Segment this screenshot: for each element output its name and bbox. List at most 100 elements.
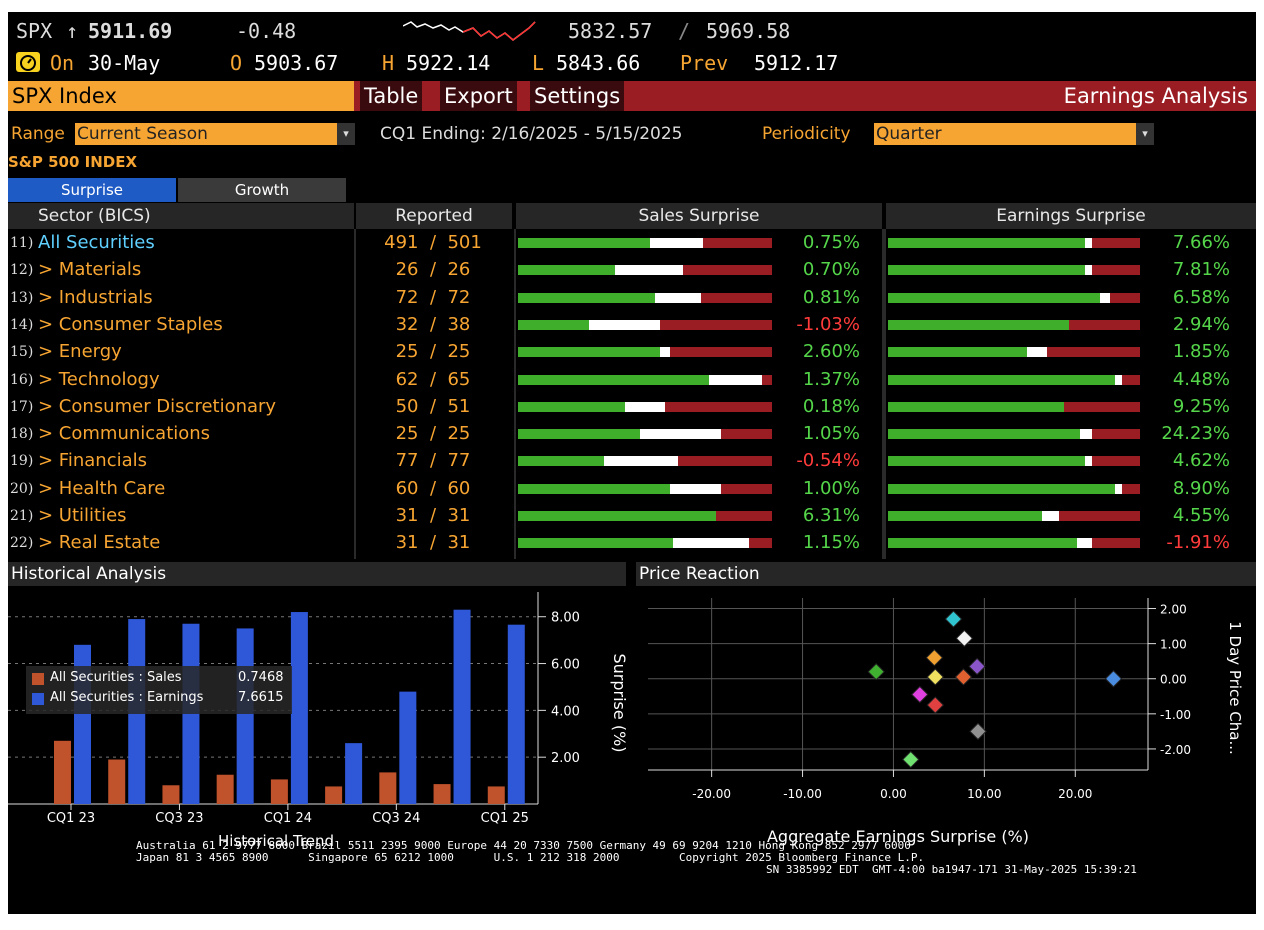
sector-name[interactable]: > Health Care xyxy=(38,477,166,499)
sales-surprise-bar xyxy=(518,456,772,467)
table-row[interactable]: 18) > Communications 25 / 25 1.05% 24.23% xyxy=(8,420,1256,447)
sector-name[interactable]: > Financials xyxy=(38,450,148,472)
table-row[interactable]: 15) > Energy 25 / 25 2.60% 1.85% xyxy=(8,338,1256,365)
table-row[interactable]: 11) All Securities 491 / 501 0.75% 7.66% xyxy=(8,229,1256,256)
scatter-point[interactable] xyxy=(968,657,986,676)
scatter-point[interactable] xyxy=(926,668,944,686)
sales-surprise-bar xyxy=(518,347,772,358)
clock-icon[interactable] xyxy=(16,52,40,72)
y-tick-label: 6.00 xyxy=(551,658,580,673)
prev-label: Prev xyxy=(680,51,729,75)
sales-surprise-bar-fill xyxy=(518,319,590,330)
sector-name[interactable]: > Utilities xyxy=(38,505,127,526)
earnings-surprise-bar-fill xyxy=(888,265,1085,276)
sector-name[interactable]: > Consumer Staples xyxy=(38,313,223,335)
sales-surprise-value: 1.00% xyxy=(802,477,860,499)
sector-name[interactable]: > Communications xyxy=(38,423,211,445)
bar-sales[interactable] xyxy=(325,786,343,804)
col-header-reported[interactable]: Reported xyxy=(356,203,512,229)
earnings-surprise-bar xyxy=(888,511,1140,521)
scatter-point[interactable] xyxy=(911,685,929,704)
sector-name[interactable]: > Energy xyxy=(38,341,122,363)
footer-session: SN 3385992 EDT GMT-4:00 ba1947-171 31-Ma… xyxy=(766,863,1137,876)
bar-sales[interactable] xyxy=(379,772,397,804)
sales-surprise-bar-fill xyxy=(518,374,709,385)
bar-sales[interactable] xyxy=(216,774,234,804)
bar-earnings[interactable] xyxy=(453,609,471,804)
sector-name[interactable]: All Securities xyxy=(38,232,155,253)
bar-earnings[interactable] xyxy=(507,624,525,804)
tab-surprise[interactable]: Surprise xyxy=(8,178,176,202)
y-tick-label: -2.00 xyxy=(1160,743,1191,757)
bar-sales[interactable] xyxy=(54,740,71,804)
table-row[interactable]: 12) > Materials 26 / 26 0.70% 7.81% xyxy=(8,256,1256,283)
sales-surprise-bar xyxy=(518,511,772,521)
scatter-point[interactable] xyxy=(902,750,920,769)
menu-table[interactable]: Table xyxy=(360,81,423,111)
table-row[interactable]: 21) > Utilities 31 / 31 6.31% 4.55% xyxy=(8,502,1256,529)
table-row[interactable]: 22) > Real Estate 31 / 31 1.15% -1.91% xyxy=(8,529,1256,556)
tab-growth[interactable]: Growth xyxy=(178,178,346,202)
sector-name[interactable]: > Industrials xyxy=(38,286,153,308)
scatter-point[interactable] xyxy=(954,668,973,686)
legend-swatch-sales xyxy=(32,673,44,685)
y-tick-label: 8.00 xyxy=(551,611,580,626)
periodicity-dropdown[interactable]: Quarter ▾ xyxy=(874,123,1154,145)
footer-contacts-1: Australia 61 2 9777 8600 Brazil 5511 239… xyxy=(136,839,911,852)
earnings-surprise-value: 7.81% xyxy=(1172,259,1230,281)
earnings-surprise-bar-fill xyxy=(888,483,1115,494)
bar-earnings[interactable] xyxy=(345,743,363,804)
table-row[interactable]: 17) > Consumer Discretionary 50 / 51 0.18% 9… xyxy=(8,393,1256,420)
sector-name[interactable]: > Technology xyxy=(38,368,160,390)
sector-name[interactable]: > Real Estate xyxy=(38,532,161,554)
range-high: 5969.58 xyxy=(706,19,791,43)
scatter-point[interactable] xyxy=(944,610,963,628)
y-tick-label: 4.00 xyxy=(551,704,580,719)
bar-sales[interactable] xyxy=(162,785,180,804)
last-price: 5911.69 xyxy=(88,19,173,43)
scatter-point[interactable] xyxy=(1104,670,1123,688)
sector-name[interactable]: > Materials xyxy=(38,259,142,281)
earnings-surprise-value: -1.91% xyxy=(1166,532,1230,554)
chevron-down-icon[interactable]: ▾ xyxy=(1136,123,1154,145)
x-tick-label: 10.00 xyxy=(967,787,1001,801)
menu-settings[interactable]: Settings xyxy=(530,81,625,111)
range-dropdown[interactable]: Current Season ▾ xyxy=(75,123,355,145)
scatter-point[interactable] xyxy=(926,696,944,714)
earnings-surprise-bar-fill xyxy=(888,511,1042,521)
table-row[interactable]: 13) > Industrials 72 / 72 0.81% 6.58% xyxy=(8,284,1256,311)
scatter-point[interactable] xyxy=(867,663,885,681)
table-row[interactable]: 14) > Consumer Staples 32 / 38 -1.03% 2.94% xyxy=(8,311,1256,338)
col-header-sales-surprise[interactable]: Sales Surprise xyxy=(516,203,882,229)
earnings-surprise-bar-fill xyxy=(888,538,1077,549)
bar-sales[interactable] xyxy=(487,786,505,804)
x-axis-label: Aggregate Earnings Surprise (%) xyxy=(767,827,1029,846)
scatter-point[interactable] xyxy=(955,629,974,648)
menu-export[interactable]: Export xyxy=(440,81,517,111)
bar-sales[interactable] xyxy=(108,759,126,804)
footer-contacts-2: Japan 81 3 4565 8900 Singapore 65 6212 1… xyxy=(136,851,925,864)
sector-name[interactable]: > Consumer Discretionary xyxy=(38,395,277,417)
historical-bar-chart: 2.00 4.00 6.00 8.00 CQ1 23 CQ3 23 CQ1 24 CQ3 24… xyxy=(8,592,629,850)
earnings-surprise-value: 24.23% xyxy=(1161,423,1230,445)
col-header-sector[interactable]: Sector (BICS) xyxy=(8,203,354,229)
legend-value-earnings: 7.6615 xyxy=(238,690,284,705)
bar-earnings[interactable] xyxy=(236,628,254,804)
bar-sales[interactable] xyxy=(433,784,451,804)
scatter-point[interactable] xyxy=(969,722,987,741)
scatter-point[interactable] xyxy=(925,648,944,667)
table-row[interactable]: 20) > Health Care 60 / 60 1.00% 8.90% xyxy=(8,475,1256,502)
bar-earnings[interactable] xyxy=(290,612,308,804)
x-tick-label: CQ3 23 xyxy=(155,811,203,826)
chevron-down-icon[interactable]: ▾ xyxy=(337,123,355,145)
security-field[interactable]: SPX Index xyxy=(8,81,354,111)
low-label: L xyxy=(532,51,545,75)
table-row[interactable]: 19) > Financials 77 / 77 -0.54% 4.62% xyxy=(8,447,1256,474)
bar-sales[interactable] xyxy=(270,779,288,804)
reported-count: 31 / 31 xyxy=(395,532,471,554)
y-axis-label: 1 Day Price Cha... xyxy=(1226,621,1244,755)
col-header-earnings-surprise[interactable]: Earnings Surprise xyxy=(886,203,1256,229)
bar-earnings[interactable] xyxy=(399,691,417,804)
table-row[interactable]: 16) > Technology 62 / 65 1.37% 4.48% xyxy=(8,366,1256,393)
sales-surprise-value: 1.05% xyxy=(802,423,860,445)
